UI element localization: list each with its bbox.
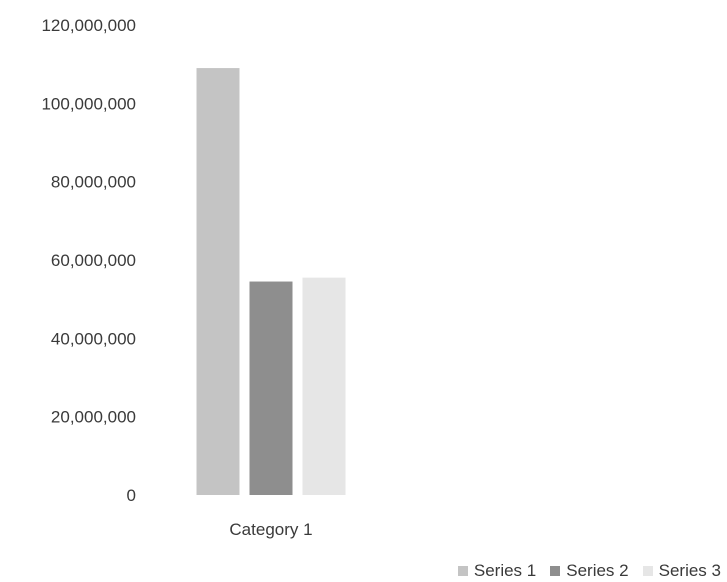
legend-swatch-series-2 bbox=[550, 566, 561, 576]
legend-label-series-2: Series 2 bbox=[566, 561, 629, 580]
bar-series-1 bbox=[196, 68, 240, 495]
bar-group bbox=[196, 68, 346, 495]
legend: Series 1 Series 2 Series 3 bbox=[457, 561, 721, 581]
bar-series-2 bbox=[249, 281, 293, 495]
y-axis: 0 20,000,000 40,000,000 60,000,000 80,000,00… bbox=[41, 16, 136, 505]
legend-item-series-2: Series 2 bbox=[550, 561, 629, 581]
y-tick-label: 100,000,000 bbox=[41, 94, 136, 113]
legend-item-series-1: Series 1 bbox=[457, 561, 537, 581]
y-tick-label: 120,000,000 bbox=[41, 16, 136, 35]
legend-label-series-1: Series 1 bbox=[473, 561, 537, 580]
legend-swatch-series-3 bbox=[642, 566, 653, 576]
y-tick-label: 20,000,000 bbox=[51, 408, 136, 427]
y-tick-label: 40,000,000 bbox=[51, 329, 136, 348]
y-tick-label: 80,000,000 bbox=[51, 173, 136, 192]
legend-label-series-3: Series 3 bbox=[658, 561, 721, 580]
y-tick-label: 60,000,000 bbox=[51, 251, 136, 270]
x-axis: Category 1 bbox=[229, 520, 312, 539]
legend-item-series-3: Series 3 bbox=[642, 561, 721, 581]
y-tick-label: 0 bbox=[127, 486, 136, 505]
legend-swatch-series-1 bbox=[457, 566, 468, 576]
bar-series-3 bbox=[302, 277, 346, 495]
x-tick-label: Category 1 bbox=[229, 520, 312, 539]
